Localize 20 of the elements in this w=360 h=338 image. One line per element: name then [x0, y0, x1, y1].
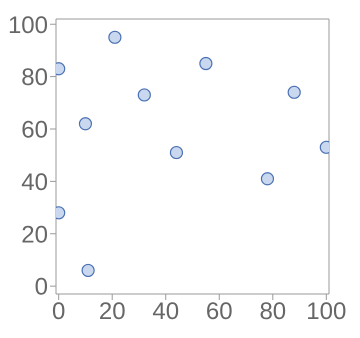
- point: [288, 86, 301, 99]
- x-tick-label: 40: [152, 298, 180, 326]
- y-tick-label: 20: [21, 221, 48, 248]
- x-tick-label: 60: [206, 298, 233, 326]
- point: [260, 172, 274, 186]
- point: [170, 146, 184, 160]
- x-tick-label: 0: [52, 298, 66, 326]
- y-tick-label: 40: [21, 168, 48, 196]
- y-tick-label: 80: [21, 64, 48, 92]
- point: [138, 88, 151, 102]
- point: [199, 56, 212, 70]
- point: [82, 264, 95, 278]
- y-tick-label: 60: [21, 116, 48, 144]
- y-tick-label: 100: [8, 12, 48, 39]
- x-tick-label: 20: [98, 298, 126, 326]
- point: [78, 117, 92, 130]
- y-tick-label: 0: [34, 274, 48, 301]
- x-tick-label: 80: [259, 298, 286, 326]
- x-tick-label: 100: [306, 298, 346, 326]
- point: [108, 30, 122, 44]
